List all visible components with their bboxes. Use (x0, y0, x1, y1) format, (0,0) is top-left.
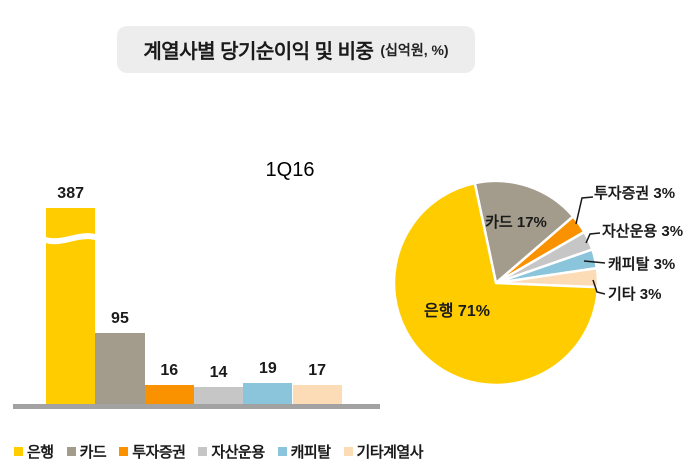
legend-label: 기타계열사 (356, 444, 424, 461)
legend-label: 투자증권 (132, 444, 186, 461)
chart-title-unit: (십억원, %) (380, 41, 449, 58)
legend-swatch (343, 447, 353, 456)
bar-기타계열사 (292, 385, 342, 406)
legend-item-은행: 은행 (14, 441, 54, 462)
legend-swatch (119, 447, 129, 456)
legend-item-캐피탈: 캐피탈 (277, 441, 331, 462)
pie-callout-label-캐피탈: 캐피탈 3% (608, 256, 675, 273)
legend-item-카드: 카드 (66, 441, 107, 462)
legend-swatch (66, 447, 76, 456)
legend-swatch (198, 447, 208, 456)
legend-item-기타계열사: 기타계열사 (343, 441, 424, 462)
pie-leader-line-캐피탈 (583, 260, 606, 264)
pie-label-카드: 카드 17% (485, 214, 547, 231)
pie-label-은행: 은행 71% (424, 302, 490, 320)
bar-chart-period-label: 1Q16 (265, 159, 315, 181)
bar-value-label: 19 (258, 360, 277, 377)
chart-title-box: 계열사별 당기순이익 및 비중 (십억원, %) (117, 26, 475, 73)
bar-캐피탈 (243, 383, 293, 406)
pie-leader-line-자산운용 (585, 232, 601, 244)
pie-slice-카드 (473, 179, 575, 285)
pie-callout-label-기타: 기타 3% (608, 286, 661, 303)
bar-자산운용 (193, 387, 244, 406)
pie-callout-label-투자증권: 투자증권 3% (594, 184, 675, 202)
legend-label: 은행 (27, 444, 54, 461)
bar-value-label: 17 (308, 362, 327, 379)
pie-leader-line-투자증권 (575, 196, 594, 225)
chart-title: 계열사별 당기순이익 및 비중 (143, 41, 374, 63)
pie-slice-은행 (392, 181, 600, 387)
bar-카드 (95, 333, 145, 406)
pie-leader-line-기타 (592, 279, 606, 295)
chart-legend: 은행 카드 투자증권 자산운용 캐피탈 기타계열사 (14, 441, 424, 462)
legend-item-자산운용: 자산운용 (198, 441, 265, 462)
bar-value-label: 387 (57, 185, 84, 202)
legend-label: 캐피탈 (290, 444, 331, 461)
bar-value-label: 14 (209, 364, 228, 381)
pie-callout-label-자산운용: 자산운용 3% (602, 223, 683, 240)
legend-swatch (277, 447, 287, 456)
axis-break-marker (46, 233, 95, 245)
bar-chart-axis-line (13, 404, 380, 409)
legend-item-투자증권: 투자증권 (119, 441, 186, 462)
bar-value-label: 95 (111, 310, 129, 327)
legend-swatch (14, 447, 23, 456)
legend-label: 카드 (79, 444, 107, 461)
legend-label: 자산운용 (211, 444, 265, 461)
bar-투자증권 (144, 385, 194, 406)
bar-value-label: 16 (160, 362, 179, 379)
